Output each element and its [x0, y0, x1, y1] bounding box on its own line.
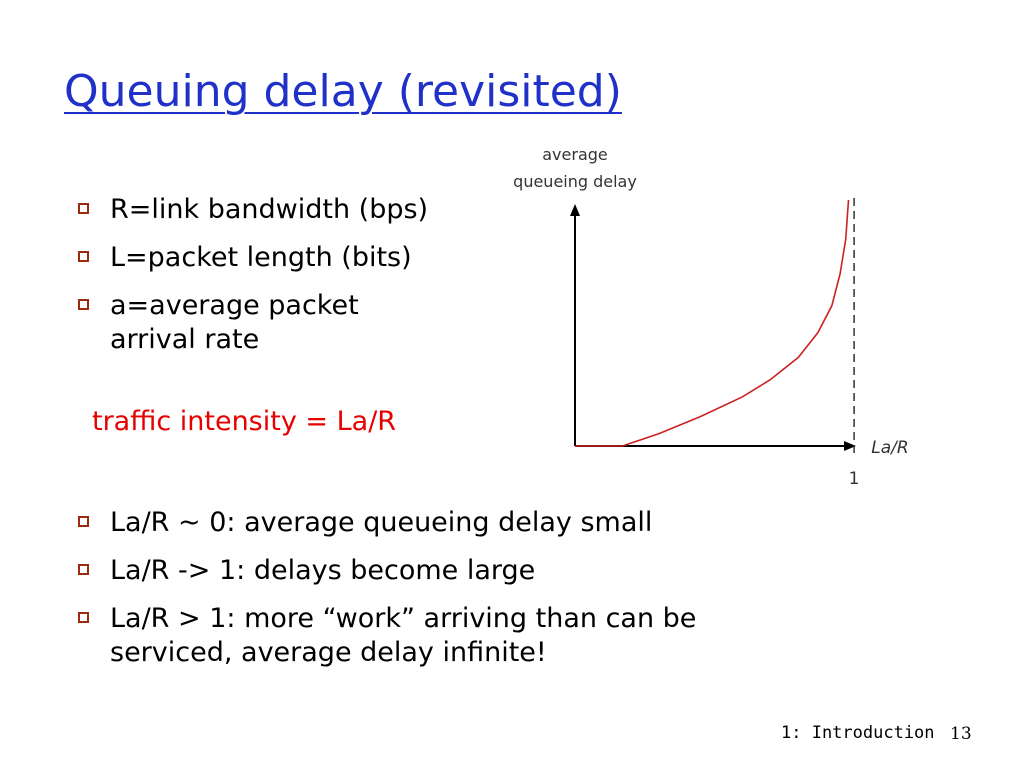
list-item: L=packet length (bits) [78, 241, 498, 275]
traffic-intensity-formula: traffic intensity = La/R [92, 406, 397, 437]
square-bullet-icon [78, 203, 89, 214]
queueing-delay-chart: average queueing delay La/R 1 [513, 145, 909, 489]
list-item: La/R ~ 0: average queueing delay small [78, 506, 818, 540]
bullet-text: L=packet length (bits) [110, 242, 412, 273]
bullet-text: La/R > 1: more “work” arriving than can … [110, 603, 697, 668]
bullet-text: La/R -> 1: delays become large [110, 555, 536, 586]
behavior-list: La/R ~ 0: average queueing delay small L… [78, 506, 818, 684]
slide-title: Queuing delay (revisited) [64, 66, 622, 117]
bullet-text: La/R ~ 0: average queueing delay small [110, 507, 653, 538]
list-item: La/R -> 1: delays become large [78, 554, 818, 588]
square-bullet-icon [78, 516, 89, 527]
x-axis-label: La/R [871, 438, 908, 458]
footer-chapter: 1: Introduction [781, 723, 935, 743]
list-item: a=average packet arrival rate [78, 289, 410, 357]
page-number: 13 [950, 724, 972, 744]
y-axis-arrow-icon [570, 204, 580, 216]
bullet-text: a=average packet arrival rate [110, 290, 359, 355]
bullet-text: R=link bandwidth (bps) [110, 194, 429, 225]
list-item: La/R > 1: more “work” arriving than can … [78, 602, 770, 670]
square-bullet-icon [78, 251, 89, 262]
square-bullet-icon [78, 299, 89, 310]
square-bullet-icon [78, 564, 89, 575]
definitions-list: R=link bandwidth (bps) L=packet length (… [78, 193, 498, 371]
square-bullet-icon [78, 612, 89, 623]
delay-curve-series [575, 199, 850, 447]
x-axis-arrow-icon [844, 441, 856, 451]
y-axis-label-line1: average [542, 145, 608, 164]
y-axis-label-line2: queueing delay [513, 172, 637, 191]
asymptote-tick-label: 1 [849, 469, 860, 489]
list-item: R=link bandwidth (bps) [78, 193, 498, 227]
